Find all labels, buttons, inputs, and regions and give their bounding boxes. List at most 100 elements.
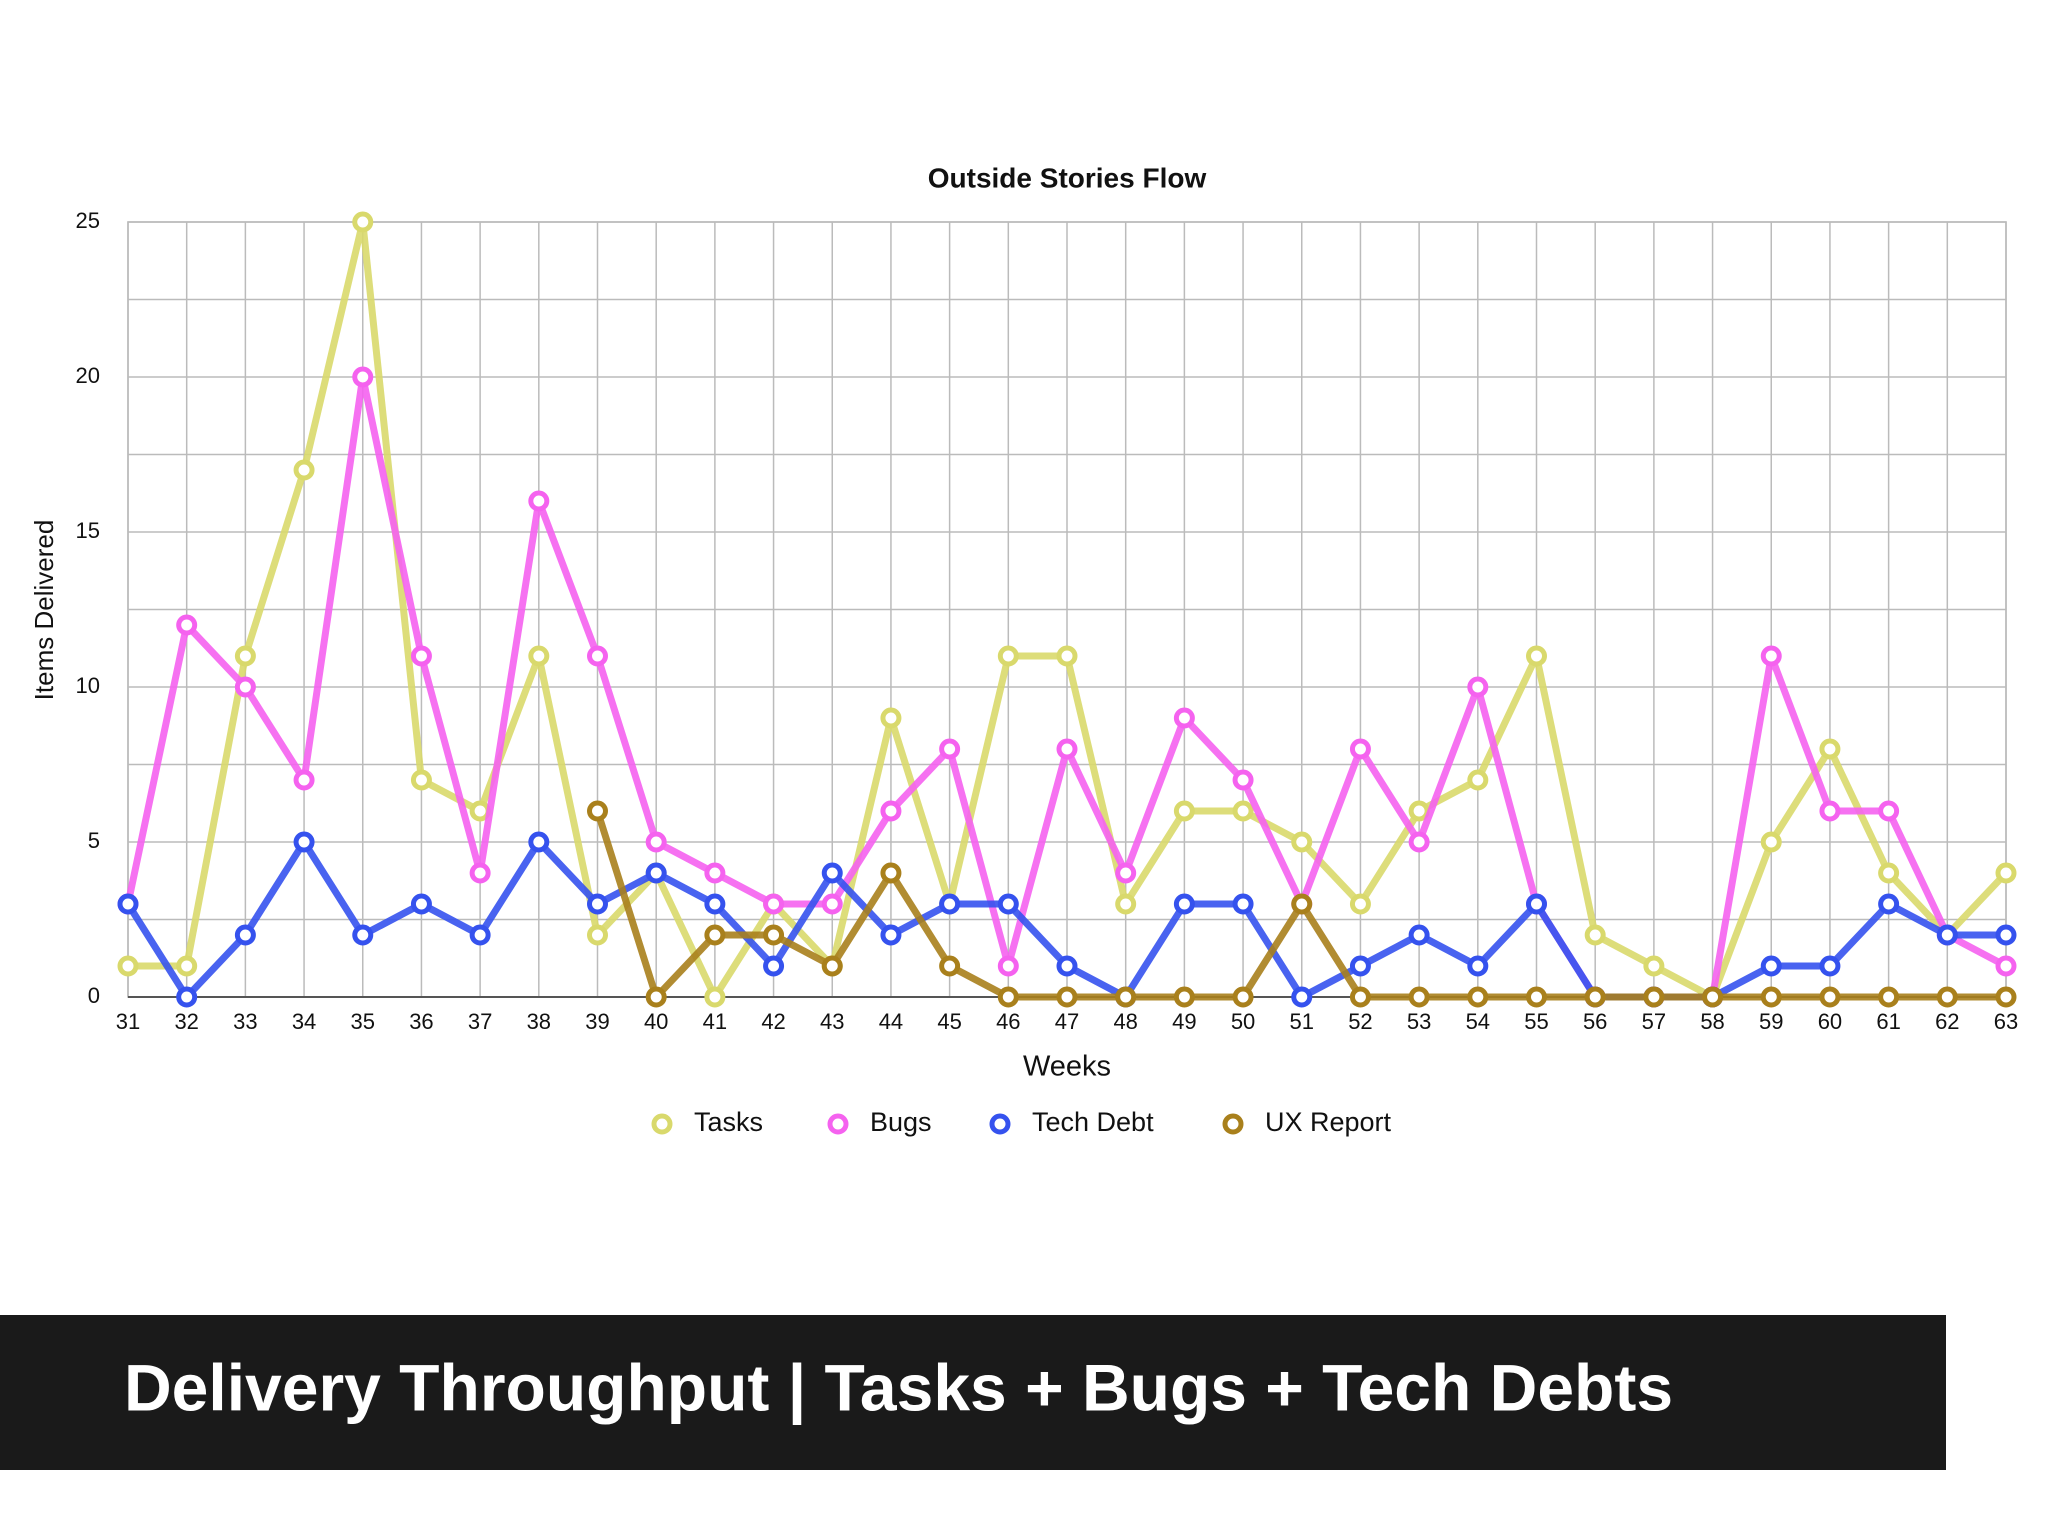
data-point xyxy=(1408,831,1430,853)
data-point xyxy=(352,211,374,233)
data-point xyxy=(1115,986,1137,1008)
data-point xyxy=(1291,986,1313,1008)
data-point xyxy=(1056,986,1078,1008)
legend-label: UX Report xyxy=(1265,1107,1392,1137)
data-point xyxy=(352,366,374,388)
chart-title: Outside Stories Flow xyxy=(928,162,1207,193)
data-point xyxy=(469,862,491,884)
x-tick-label: 57 xyxy=(1642,1009,1666,1034)
data-point xyxy=(1173,707,1195,729)
x-tick-label: 61 xyxy=(1876,1009,1900,1034)
data-point xyxy=(939,893,961,915)
data-point xyxy=(1760,831,1782,853)
x-tick-label: 37 xyxy=(468,1009,492,1034)
x-tick-label: 38 xyxy=(527,1009,551,1034)
x-tick-label: 31 xyxy=(116,1009,140,1034)
data-point xyxy=(293,831,315,853)
data-point xyxy=(1349,955,1371,977)
x-tick-label: 56 xyxy=(1583,1009,1607,1034)
x-tick-label: 47 xyxy=(1055,1009,1079,1034)
y-tick-label: 25 xyxy=(76,208,100,233)
data-point xyxy=(587,800,608,822)
data-point xyxy=(410,893,432,915)
data-point xyxy=(1643,986,1665,1008)
data-point xyxy=(704,862,726,884)
data-point xyxy=(939,955,961,977)
x-tick-label: 41 xyxy=(703,1009,727,1034)
data-point xyxy=(1115,862,1137,884)
x-tick-label: 58 xyxy=(1700,1009,1724,1034)
data-point xyxy=(1408,800,1430,822)
legend-marker xyxy=(827,1113,849,1135)
x-tick-label: 48 xyxy=(1113,1009,1137,1034)
data-point xyxy=(176,986,198,1008)
data-point xyxy=(1878,893,1900,915)
x-tick-label: 54 xyxy=(1466,1009,1490,1034)
x-tick-label: 50 xyxy=(1231,1009,1255,1034)
data-point xyxy=(176,955,198,977)
data-point xyxy=(117,893,139,915)
data-point xyxy=(1936,986,1958,1008)
data-point xyxy=(763,955,785,977)
legend-marker xyxy=(651,1113,673,1135)
data-point xyxy=(587,893,608,915)
data-point xyxy=(1819,738,1841,760)
data-point xyxy=(587,924,608,946)
data-point xyxy=(645,986,667,1008)
data-point xyxy=(1408,986,1430,1008)
x-tick-label: 53 xyxy=(1407,1009,1431,1034)
data-point xyxy=(410,645,432,667)
data-point xyxy=(1995,924,2017,946)
data-point xyxy=(997,986,1019,1008)
data-point xyxy=(997,955,1019,977)
y-tick-label: 20 xyxy=(76,363,100,388)
data-point xyxy=(821,862,843,884)
data-point xyxy=(1819,800,1841,822)
data-point xyxy=(1643,955,1665,977)
data-point xyxy=(645,831,667,853)
data-point xyxy=(587,645,608,667)
x-tick-label: 59 xyxy=(1759,1009,1783,1034)
legend-marker xyxy=(989,1113,1011,1135)
data-point xyxy=(821,955,843,977)
data-point xyxy=(528,831,550,853)
data-point xyxy=(880,862,902,884)
x-tick-label: 32 xyxy=(174,1009,198,1034)
legend-marker xyxy=(1222,1113,1244,1135)
data-point xyxy=(528,490,550,512)
data-point xyxy=(880,924,902,946)
caption-banner xyxy=(0,1315,1946,1470)
data-point xyxy=(176,614,198,636)
data-point xyxy=(1995,986,2017,1008)
data-point xyxy=(763,924,785,946)
data-point xyxy=(410,769,432,791)
x-tick-label: 55 xyxy=(1524,1009,1548,1034)
x-tick-label: 44 xyxy=(879,1009,903,1034)
data-point xyxy=(293,459,315,481)
data-point xyxy=(293,769,315,791)
data-point xyxy=(1878,862,1900,884)
data-point xyxy=(1467,676,1489,698)
data-point xyxy=(1526,645,1547,667)
data-point xyxy=(1349,893,1371,915)
x-axis-label: Weeks xyxy=(1023,1051,1111,1083)
data-point xyxy=(1349,738,1371,760)
data-point xyxy=(1115,893,1137,915)
data-point xyxy=(1232,986,1254,1008)
y-axis-label: Items Delivered xyxy=(29,520,59,701)
data-point xyxy=(1878,800,1900,822)
data-point xyxy=(1995,955,2017,977)
data-point xyxy=(1819,986,1841,1008)
data-point xyxy=(1056,645,1078,667)
y-tick-label: 15 xyxy=(76,518,100,543)
x-tick-label: 33 xyxy=(233,1009,257,1034)
data-point xyxy=(1291,831,1313,853)
x-tick-label: 49 xyxy=(1172,1009,1196,1034)
data-point xyxy=(997,893,1019,915)
data-point xyxy=(1819,955,1841,977)
data-point xyxy=(1702,986,1724,1008)
data-point xyxy=(997,645,1019,667)
data-point xyxy=(880,800,902,822)
data-point xyxy=(1584,986,1606,1008)
x-tick-label: 42 xyxy=(761,1009,785,1034)
